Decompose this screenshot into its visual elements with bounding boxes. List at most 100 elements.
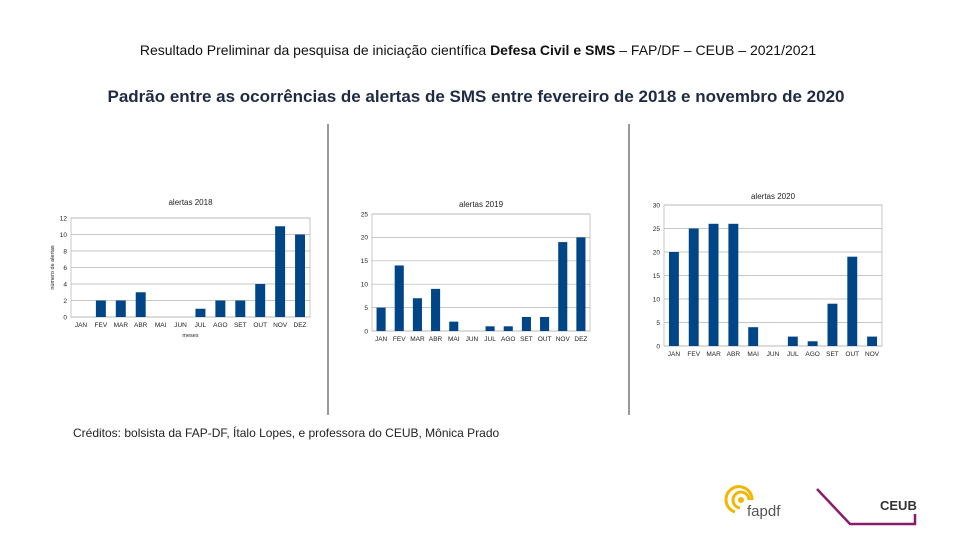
fapdf-logo: fapdf	[724, 485, 781, 520]
x-tick-label: MAI	[155, 322, 167, 329]
bar	[195, 308, 206, 317]
ceub-logo: CEUB	[816, 488, 917, 526]
bar	[521, 316, 531, 331]
chart-title: alertas 2018	[168, 198, 213, 207]
logo-arc	[731, 490, 751, 510]
x-tick-label: FEV	[393, 336, 406, 343]
y-tick-label: 5	[364, 305, 368, 312]
bar	[827, 303, 838, 346]
bar	[295, 234, 306, 317]
y-tick-label: 30	[653, 202, 661, 209]
logo-arc	[724, 485, 754, 514]
bar	[485, 326, 495, 331]
x-tick-label: DEZ	[294, 322, 307, 329]
x-tick-label: MAR	[410, 336, 425, 343]
x-tick-label: FEV	[687, 351, 700, 358]
logo-text: CEUB	[880, 498, 917, 513]
slide-title: Padrão entre as ocorrências de alertas d…	[107, 87, 844, 106]
x-tick-label: NOV	[865, 351, 880, 358]
header-highlight: Defesa Civil e SMS	[490, 42, 615, 58]
x-axis-label: meses	[182, 333, 198, 339]
x-tick-label: AGO	[501, 336, 515, 343]
bar	[688, 228, 699, 346]
y-tick-label: 2	[63, 298, 67, 305]
bar	[412, 298, 422, 331]
y-tick-label: 10	[653, 296, 661, 303]
x-tick-label: NOV	[273, 322, 288, 329]
chart-title: alertas 2019	[459, 200, 504, 209]
x-tick-label: JUN	[767, 351, 780, 358]
x-tick-label: AGO	[805, 351, 819, 358]
y-tick-label: 12	[60, 215, 68, 222]
logo-dot	[738, 497, 744, 503]
bar	[394, 265, 404, 331]
bar	[135, 292, 146, 317]
y-tick-label: 10	[361, 282, 369, 289]
header-text: Resultado Preliminar da pesquisa de inic…	[140, 42, 487, 58]
x-tick-label: JAN	[668, 351, 681, 358]
plot-area	[371, 213, 591, 332]
logo-text: fapdf	[747, 503, 781, 520]
y-tick-label: 20	[653, 249, 661, 256]
y-tick-label: 8	[63, 248, 67, 255]
y-tick-label: 6	[63, 265, 67, 272]
x-tick-label: ABR	[134, 322, 148, 329]
y-tick-label: 10	[60, 232, 68, 239]
x-tick-label: OUT	[253, 322, 267, 329]
credits: Créditos: bolsista da FAP-DF, Ítalo Lope…	[73, 425, 500, 440]
x-tick-label: JUL	[195, 322, 207, 329]
bar	[668, 252, 679, 346]
bar	[235, 300, 246, 317]
bar	[708, 223, 719, 346]
bar	[503, 326, 513, 331]
x-tick-label: MAR	[706, 351, 721, 358]
x-tick-label: JUL	[787, 351, 799, 358]
bar	[449, 321, 459, 331]
bar	[431, 288, 441, 331]
header-text: – FAP/DF – CEUB – 2021/2021	[619, 42, 816, 58]
x-tick-label: SET	[826, 351, 839, 358]
y-tick-label: 25	[653, 226, 661, 233]
y-tick-label: 25	[361, 211, 369, 218]
bar	[787, 336, 798, 346]
bar	[748, 327, 759, 346]
bar	[115, 300, 126, 317]
bar	[558, 242, 568, 331]
x-tick-label: FEV	[95, 322, 108, 329]
x-tick-label: NOV	[556, 336, 571, 343]
bar	[95, 300, 106, 317]
x-tick-label: OUT	[538, 336, 552, 343]
bar	[540, 316, 550, 331]
y-tick-label: 15	[361, 258, 369, 265]
x-tick-label: MAI	[747, 351, 759, 358]
bar	[215, 300, 226, 317]
chart-title: alertas 2020	[751, 192, 796, 201]
x-tick-label: AGO	[213, 322, 227, 329]
x-tick-label: DEZ	[574, 336, 587, 343]
y-tick-label: 4	[63, 281, 67, 288]
x-tick-label: JUN	[466, 336, 479, 343]
x-tick-label: JAN	[375, 336, 388, 343]
x-tick-label: OUT	[845, 351, 859, 358]
bar	[576, 237, 586, 331]
x-tick-label: JUN	[174, 322, 187, 329]
logo-line	[816, 488, 917, 526]
header-line: Resultado Preliminar da pesquisa de inic…	[140, 42, 816, 58]
bar	[376, 307, 386, 331]
bar	[867, 336, 878, 346]
x-tick-label: SET	[520, 336, 533, 343]
bar	[728, 223, 739, 346]
x-tick-label: ABR	[727, 351, 741, 358]
bar	[255, 284, 266, 317]
bar	[847, 256, 858, 346]
y-tick-label: 15	[653, 273, 661, 280]
y-axis-label: número de alertas	[50, 245, 56, 290]
y-tick-label: 20	[361, 235, 369, 242]
y-tick-label: 5	[656, 320, 660, 327]
x-tick-label: MAI	[448, 336, 460, 343]
x-tick-label: MAR	[114, 322, 129, 329]
y-tick-label: 0	[63, 314, 67, 321]
y-tick-label: 0	[364, 328, 368, 335]
